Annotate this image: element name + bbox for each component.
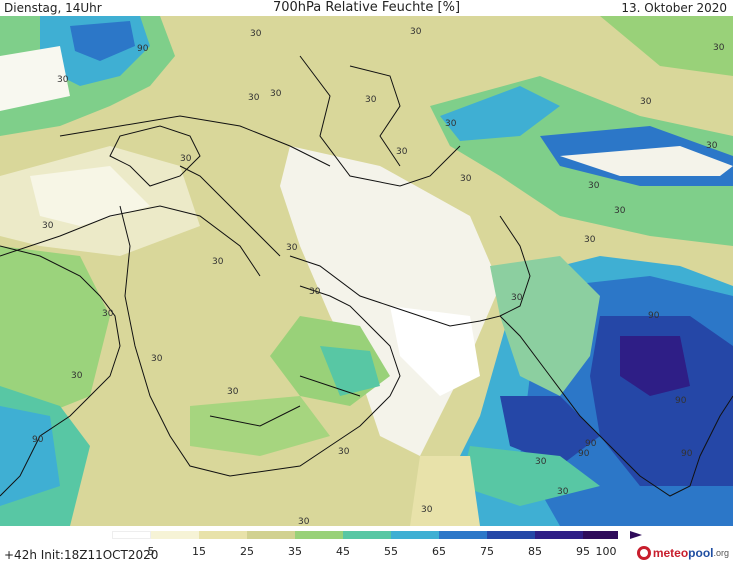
contour-labels: 90 90 90 90 90 90 90 30 30 30 30 30 30 3… bbox=[32, 27, 725, 526]
humidity-area bbox=[500, 396, 600, 466]
contour-label: 90 bbox=[578, 449, 590, 459]
colorbar-tick: 95 bbox=[576, 545, 590, 558]
brand-logo[interactable]: meteo pool .org bbox=[636, 546, 729, 560]
colorbar-segment bbox=[535, 531, 583, 539]
contour-label: 30 bbox=[588, 181, 600, 191]
contour-label: 90 bbox=[648, 311, 660, 321]
colorbar-segment bbox=[343, 531, 391, 539]
colorbar-segment bbox=[439, 531, 487, 539]
colorbar-tick: 65 bbox=[432, 545, 446, 558]
brand-text-tld: .org bbox=[713, 548, 729, 558]
colorbar-tick: 85 bbox=[528, 545, 542, 558]
humidity-area bbox=[410, 456, 480, 526]
contour-label: 30 bbox=[557, 487, 569, 497]
coastlines bbox=[0, 55, 733, 497]
colorbar-tick: 45 bbox=[336, 545, 350, 558]
contour-label: 30 bbox=[410, 27, 422, 37]
contour-label: 90 bbox=[681, 449, 693, 459]
colorbar-segment bbox=[199, 531, 247, 539]
contour-label: 90 bbox=[32, 435, 44, 445]
map-title: 700hPa Relative Feuchte [%] bbox=[272, 0, 461, 15]
contour-label: 30 bbox=[713, 43, 725, 53]
contour-label: 30 bbox=[421, 505, 433, 515]
contour-label: 30 bbox=[396, 147, 408, 157]
map-canvas: 90 90 90 90 90 90 90 30 30 30 30 30 30 3… bbox=[0, 16, 733, 526]
contour-label: 30 bbox=[338, 447, 350, 457]
humidity-area bbox=[620, 336, 690, 396]
colorbar-tick: 55 bbox=[384, 545, 398, 558]
humidity-area bbox=[0, 46, 70, 111]
brand-text-meteo: meteo bbox=[652, 546, 689, 560]
contour-label: 30 bbox=[584, 235, 596, 245]
contour-label: 30 bbox=[180, 154, 192, 164]
humidity-area bbox=[0, 246, 110, 426]
humidity-area bbox=[30, 166, 150, 226]
colorbar-arrow bbox=[630, 531, 642, 539]
humidity-area bbox=[460, 446, 600, 506]
forecast-day-time: Dienstag, 14Uhr bbox=[4, 1, 102, 15]
colorbar-segment bbox=[487, 531, 535, 539]
humidity-map: 90 90 90 90 90 90 90 30 30 30 30 30 30 3… bbox=[0, 16, 733, 526]
contour-label: 30 bbox=[365, 95, 377, 105]
colorbar-segment bbox=[112, 531, 151, 539]
meteopool-logo-icon bbox=[636, 546, 651, 560]
contour-label: 30 bbox=[640, 97, 652, 107]
colorbar-segment bbox=[247, 531, 295, 539]
contour-label: 30 bbox=[227, 387, 239, 397]
contour-label: 90 bbox=[675, 396, 687, 406]
contour-label: 30 bbox=[57, 75, 69, 85]
colorbar-tick: 5 bbox=[147, 545, 155, 558]
colorbar-segment bbox=[151, 531, 199, 539]
contour-label: 30 bbox=[212, 257, 224, 267]
contour-label: 30 bbox=[270, 89, 282, 99]
humidity-area bbox=[490, 256, 600, 396]
header-bar: Dienstag, 14Uhr 700hPa Relative Feuchte … bbox=[0, 0, 733, 16]
contour-label: 30 bbox=[706, 141, 718, 151]
colorbar-tick: 35 bbox=[288, 545, 302, 558]
humidity-area bbox=[560, 146, 733, 176]
model-run-info: +42h Init:18Z11OCT2020 bbox=[4, 548, 159, 562]
contour-label: 30 bbox=[286, 243, 298, 253]
contour-label: 30 bbox=[309, 287, 321, 297]
colorbar-tick: 15 bbox=[192, 545, 206, 558]
brand-text-pool: pool bbox=[688, 546, 714, 560]
contour-label: 30 bbox=[248, 93, 260, 103]
contour-label: 90 bbox=[585, 439, 597, 449]
contour-label: 30 bbox=[535, 457, 547, 467]
contour-label: 30 bbox=[102, 309, 114, 319]
colorbar-segment bbox=[583, 531, 618, 539]
humidity-area bbox=[390, 306, 480, 396]
colorbar-tick: 100 bbox=[595, 545, 617, 558]
contour-label: 30 bbox=[511, 293, 523, 303]
colorbar-tick: 75 bbox=[480, 545, 494, 558]
humidity-area bbox=[320, 346, 380, 396]
contour-label: 30 bbox=[445, 119, 457, 129]
forecast-date: 13. Oktober 2020 bbox=[621, 1, 727, 15]
contour-label: 30 bbox=[298, 517, 310, 526]
footer-bar: 5 15 25 35 45 55 65 75 85 95 100 +42h In… bbox=[0, 526, 733, 566]
humidity-area bbox=[600, 16, 733, 76]
humidity-area bbox=[440, 86, 560, 141]
contour-label: 30 bbox=[460, 174, 472, 184]
contour-label: 30 bbox=[250, 29, 262, 39]
contour-label: 30 bbox=[151, 354, 163, 364]
colorbar-segment bbox=[295, 531, 343, 539]
contour-label: 30 bbox=[614, 206, 626, 216]
contour-label: 30 bbox=[71, 371, 83, 381]
colorbar-segment bbox=[391, 531, 439, 539]
colorbar: 5 15 25 35 45 55 65 75 85 95 100 bbox=[112, 531, 642, 558]
contour-label: 90 bbox=[137, 44, 149, 54]
colorbar-tick: 25 bbox=[240, 545, 254, 558]
humidity-area bbox=[70, 21, 135, 61]
contour-label: 30 bbox=[42, 221, 54, 231]
